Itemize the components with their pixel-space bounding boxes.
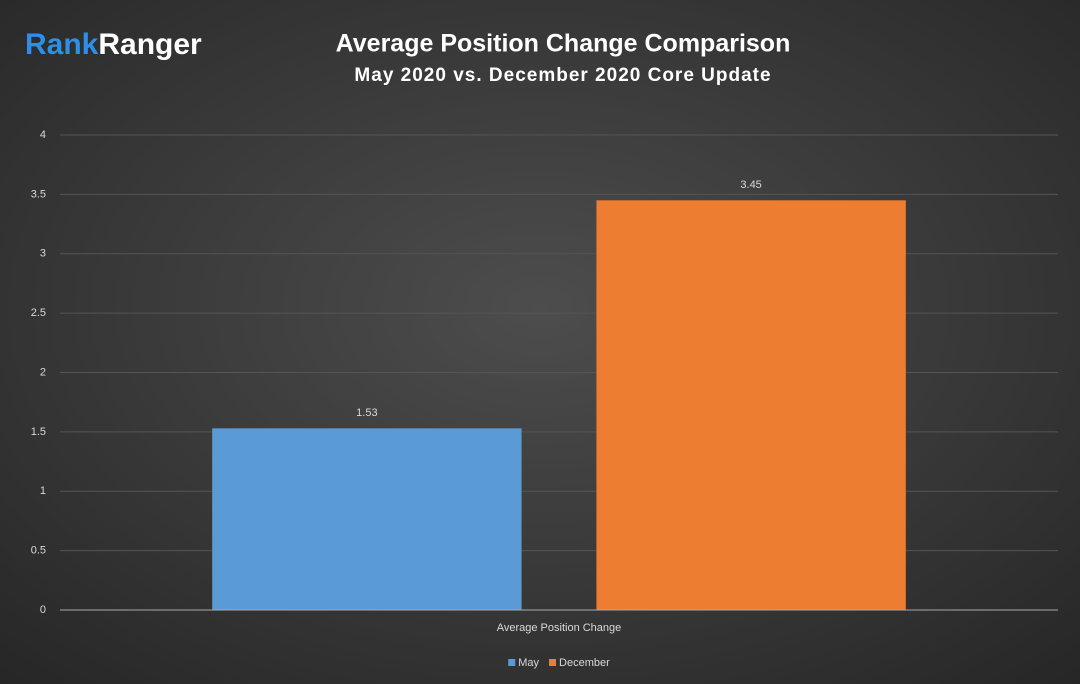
- logo-ranger: Ranger: [98, 28, 202, 61]
- legend-label: December: [559, 657, 610, 669]
- data-label: 3.45: [740, 179, 761, 191]
- bar: [212, 428, 522, 610]
- y-tick-label: 3: [40, 248, 46, 260]
- y-tick-label: 3.5: [31, 188, 46, 200]
- y-tick-label: 1: [40, 485, 46, 497]
- chart-title: Average Position Change Comparison: [336, 30, 791, 58]
- data-label: 1.53: [356, 407, 377, 419]
- legend-swatch: [508, 659, 516, 666]
- logo: RankRanger: [25, 28, 202, 61]
- y-tick-label: 2.5: [31, 307, 46, 319]
- legend: May December: [508, 657, 610, 669]
- y-tick-label: 4: [40, 129, 46, 141]
- legend-swatch: [549, 659, 557, 666]
- y-tick-label: 1.5: [31, 426, 46, 438]
- x-tick-label: Average Position Change: [497, 622, 622, 634]
- logo-rank: Rank: [25, 28, 99, 61]
- legend-label: May: [518, 657, 539, 669]
- y-tick-label: 0: [40, 604, 46, 616]
- y-tick-label: 0.5: [31, 545, 46, 557]
- bar: [596, 200, 906, 610]
- y-tick-label: 2: [40, 366, 46, 378]
- chart-subtitle: May 2020 vs. December 2020 Core Update: [354, 65, 771, 86]
